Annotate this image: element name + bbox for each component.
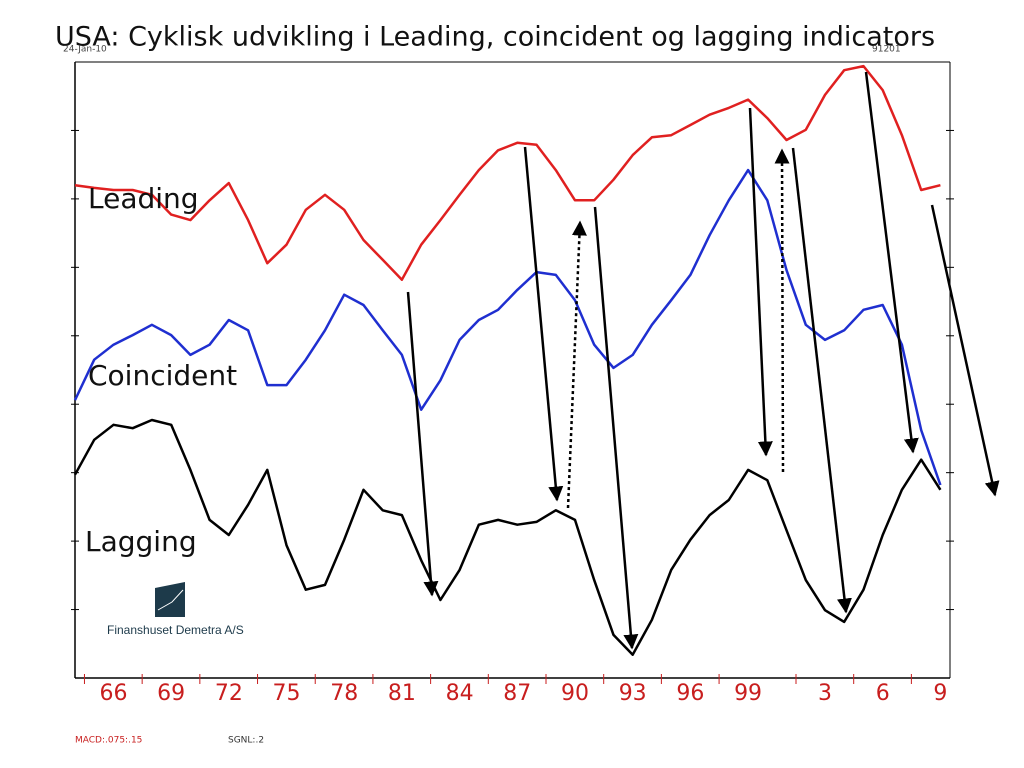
arrows [406,71,1000,650]
arrow [523,146,564,502]
series-label: Leading [88,182,199,215]
x-tick-label: 81 [388,681,416,706]
arrow [930,204,1000,497]
x-tick-label: 9 [933,681,947,706]
x-tick-label: 87 [503,681,531,706]
signal-label: SGNL:.2 [228,736,264,746]
x-tick-label: 84 [446,681,474,706]
x-tick-label: 72 [215,681,243,706]
x-tick-label: 99 [734,681,762,706]
x-tick-label: 3 [818,681,832,706]
arrow [864,71,919,454]
x-tick-label: 66 [99,681,127,706]
arrow [593,206,639,650]
x-tick-label: 78 [330,681,358,706]
date-label: 24-Jan-10 [63,45,107,55]
arrow [791,147,852,614]
code-label: 91201 [872,45,901,55]
x-tick-label: 6 [876,681,890,706]
series-line [73,168,942,486]
x-tick-label: 93 [619,681,647,706]
x-tick-label: 96 [676,681,704,706]
macd-label: MACD:.075:.15 [75,736,142,746]
arrow [748,107,773,457]
x-tick-label: 90 [561,681,589,706]
x-tick-label: 69 [157,681,185,706]
arrow [406,291,439,597]
series-line [73,418,942,656]
series-line [74,64,941,281]
logo-icon [155,582,185,617]
x-tick-label: 75 [273,681,301,706]
arrow [774,148,790,473]
logo-text: Finanshuset Demetra A/S [107,623,244,637]
arrow [566,220,587,509]
logo: Finanshuset Demetra A/S [107,582,244,637]
plot: 66 69 72 75 78 81 84 87 90 93 96 99 3 6 9LeadingCoinci… [71,64,954,706]
chart-title: USA: Cyklisk udvikling i Leading, coinci… [55,22,935,53]
series-label: Lagging [85,525,197,558]
series-label: Coincident [88,359,237,392]
logo-line [157,589,184,611]
